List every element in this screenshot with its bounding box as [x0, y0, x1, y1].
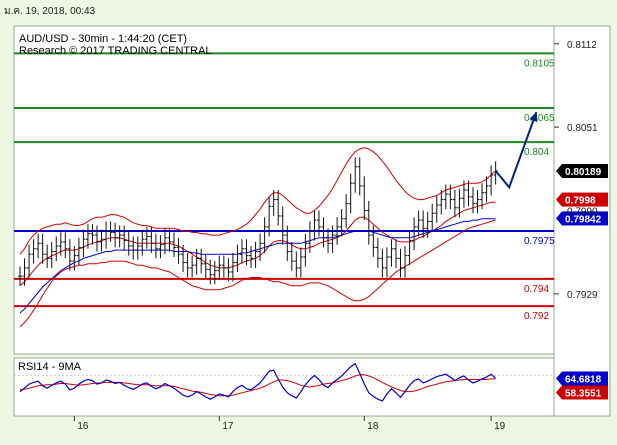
- rsi-badge-1-box: [562, 385, 608, 400]
- level-label-2: 0.804: [524, 147, 549, 158]
- x-tick-label-3: 19: [494, 421, 506, 432]
- price-badge-2-pointer: [556, 211, 562, 226]
- rsi-badge-0-box: [562, 371, 608, 386]
- y-tick-label-0: 0.8112: [567, 40, 597, 51]
- level-label-3: 0.7975: [524, 236, 555, 247]
- price-badge-1-box: [562, 192, 608, 207]
- y-tick-label-2: 0.7929: [567, 290, 598, 301]
- level-label-0: 0.8105: [524, 58, 555, 69]
- price-badge-0-label: 0.80189: [565, 167, 602, 178]
- projection-path: [494, 111, 538, 190]
- rsi-title: RSI14 - 9MA: [18, 361, 82, 373]
- level-label-4: 0.794: [524, 284, 549, 295]
- upper-band-line: [19, 147, 496, 255]
- level-label-1: 0.8065: [524, 113, 555, 124]
- rsi-badge-0-pointer: [556, 371, 562, 386]
- price-badge-2-box: [562, 211, 608, 226]
- price-bars: [18, 157, 498, 286]
- chart-subtitle: Research © 2017 TRADING CENTRAL: [19, 45, 212, 57]
- ma-red-line: [19, 201, 496, 287]
- projection-arrow: [494, 111, 538, 190]
- rsi-badge-0-label: 64.6818: [565, 374, 602, 385]
- price-badge-2-label: 0.79842: [565, 214, 602, 225]
- y-tick-label-1: 0.8051: [567, 123, 598, 134]
- bollinger-bands: [19, 147, 496, 328]
- price-badges: 0.80189 0.7998 0.79842 64.6818 58.3551: [556, 164, 608, 400]
- x-tick-label-1: 17: [222, 421, 234, 432]
- projection-arrowhead: [529, 112, 538, 123]
- price-badge-0-box: [562, 164, 608, 179]
- rsi-badge-1-pointer: [556, 385, 562, 400]
- x-tick-label-0: 16: [77, 421, 89, 432]
- rsi-series: 70: [14, 362, 578, 402]
- timestamp: ม.ค. 19, 2018, 00:43: [4, 6, 96, 17]
- x-tick-label-2: 18: [367, 421, 379, 432]
- level-label-5: 0.792: [524, 311, 549, 322]
- lower-band-line: [19, 219, 496, 328]
- price-badge-0-pointer: [556, 164, 562, 179]
- rsi-line: [19, 362, 497, 402]
- axis-ticks: 0.8112 0.8051 0.7929 0.7990 16 17 18 19: [73, 40, 598, 432]
- rsi-pane: [13, 357, 555, 417]
- price-badge-1-label: 0.7998: [565, 196, 596, 207]
- price-badge-1-pointer: [556, 192, 562, 207]
- chart-title: AUD/USD - 30min - 1:44:20 (CET): [19, 33, 187, 45]
- y-tick-hidden: 0.7990: [567, 207, 598, 218]
- rsi-badge-1-label: 58.3551: [565, 388, 602, 399]
- ma-blue-line: [19, 218, 496, 314]
